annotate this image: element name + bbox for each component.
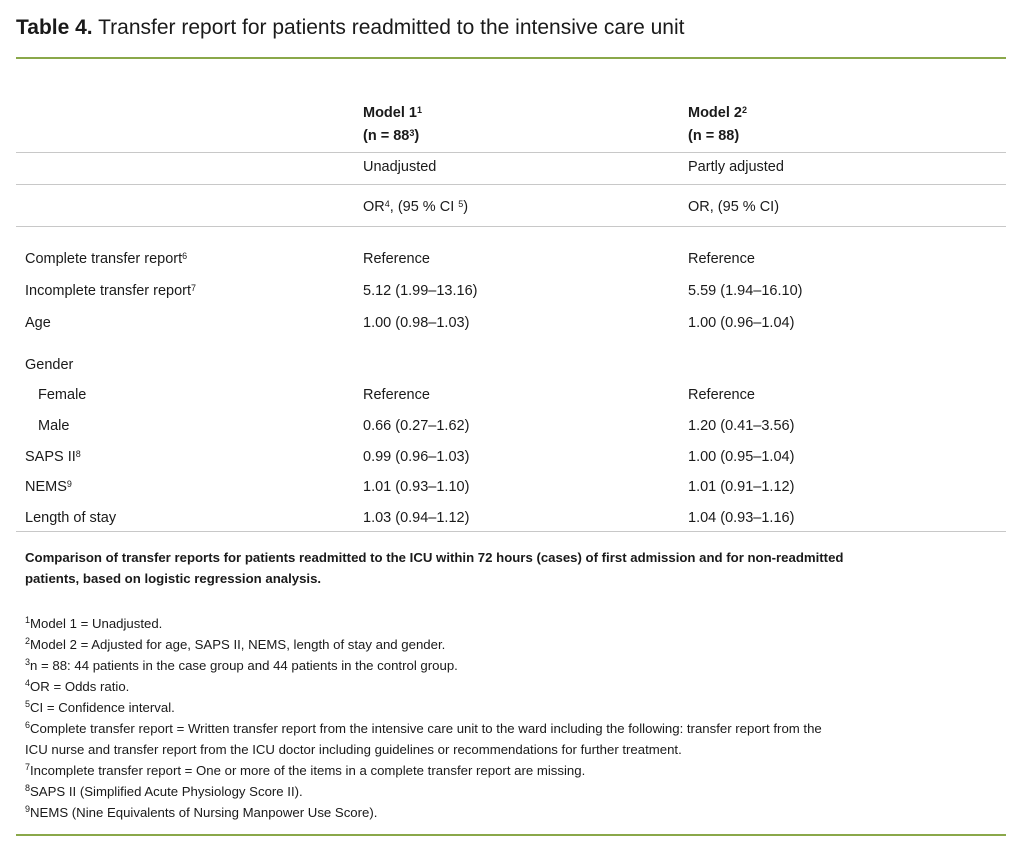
- divider: [16, 184, 1006, 185]
- footnote: 8SAPS II (Simplified Acute Physiology Sc…: [25, 783, 303, 799]
- divider: [16, 152, 1006, 153]
- model2-value: 1.04 (0.93–1.16): [688, 510, 795, 526]
- model2-value: Reference: [688, 387, 755, 403]
- row-label: Length of stay: [25, 510, 117, 526]
- footnote: 5CI = Confidence interval.: [25, 699, 175, 715]
- model1-value: 1.01 (0.93–1.10): [363, 479, 470, 495]
- model1-adjustment: Unadjusted: [363, 159, 437, 175]
- row-label: SAPS II8: [25, 449, 81, 465]
- model1-measure: OR4, (95 % CI 5): [363, 199, 469, 215]
- footnote: 2Model 2 = Adjusted for age, SAPS II, NE…: [25, 636, 446, 652]
- top-rule: [16, 57, 1006, 59]
- row-label: NEMS9: [25, 479, 72, 495]
- footnote: 4OR = Odds ratio.: [25, 678, 130, 694]
- footnote: 7Incomplete transfer report = One or mor…: [25, 762, 586, 778]
- model1-value: 1.03 (0.94–1.12): [363, 510, 470, 526]
- model2-measure: OR, (95 % CI): [688, 199, 780, 215]
- model2-adjustment: Partly adjusted: [688, 159, 784, 175]
- row-label: Incomplete transfer report7: [25, 283, 197, 299]
- model2-heading: Model 22: [688, 105, 747, 121]
- model2-value: Reference: [688, 251, 755, 267]
- footnote: ICU nurse and transfer report from the I…: [25, 742, 682, 757]
- model1-n: (n = 883): [363, 128, 420, 144]
- model1-heading: Model 11: [363, 105, 422, 121]
- row-label: Gender: [25, 357, 74, 373]
- model2-value: 1.00 (0.95–1.04): [688, 449, 795, 465]
- model2-value: 5.59 (1.94–16.10): [688, 283, 803, 299]
- model2-n: (n = 88): [688, 128, 740, 144]
- title-text: Transfer report for patients readmitted …: [92, 16, 685, 39]
- footnote: 3n = 88: 44 patients in the case group a…: [25, 657, 458, 673]
- model2-value: 1.00 (0.96–1.04): [688, 315, 795, 331]
- model1-value: Reference: [363, 387, 430, 403]
- row-label: Complete transfer report6: [25, 251, 188, 267]
- row-label: Female: [38, 387, 87, 403]
- model2-value: 1.01 (0.91–1.12): [688, 479, 795, 495]
- divider: [16, 531, 1006, 532]
- divider: [16, 226, 1006, 227]
- bottom-rule: [16, 834, 1006, 836]
- footnote: 6Complete transfer report = Written tran…: [25, 720, 822, 736]
- row-label: Male: [38, 418, 70, 434]
- model1-value: 1.00 (0.98–1.03): [363, 315, 470, 331]
- model1-value: 0.66 (0.27–1.62): [363, 418, 470, 434]
- caption-line: patients, based on logistic regression a…: [25, 571, 322, 586]
- caption-line: Comparison of transfer reports for patie…: [25, 550, 844, 565]
- footnote: 1Model 1 = Unadjusted.: [25, 615, 163, 631]
- model1-value: 5.12 (1.99–13.16): [363, 283, 478, 299]
- row-label: Age: [25, 315, 51, 331]
- model1-value: Reference: [363, 251, 430, 267]
- model2-value: 1.20 (0.41–3.56): [688, 418, 795, 434]
- model1-value: 0.99 (0.96–1.03): [363, 449, 470, 465]
- table-number: Table 4.: [16, 16, 93, 39]
- table-title: Table 4. Transfer report for patients re…: [16, 16, 684, 40]
- footnote: 9NEMS (Nine Equivalents of Nursing Manpo…: [25, 804, 378, 820]
